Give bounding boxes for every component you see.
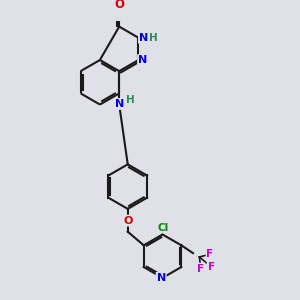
Text: O: O [114, 0, 124, 11]
Text: N: N [139, 33, 148, 43]
Text: F: F [206, 249, 214, 259]
Text: O: O [123, 216, 132, 226]
Text: F: F [197, 264, 204, 274]
Text: N: N [138, 55, 147, 65]
Text: F: F [208, 262, 215, 272]
Text: N: N [115, 99, 124, 109]
Text: N: N [157, 273, 166, 283]
Text: H: H [149, 33, 158, 43]
Text: H: H [126, 94, 135, 104]
Text: Cl: Cl [158, 223, 169, 232]
